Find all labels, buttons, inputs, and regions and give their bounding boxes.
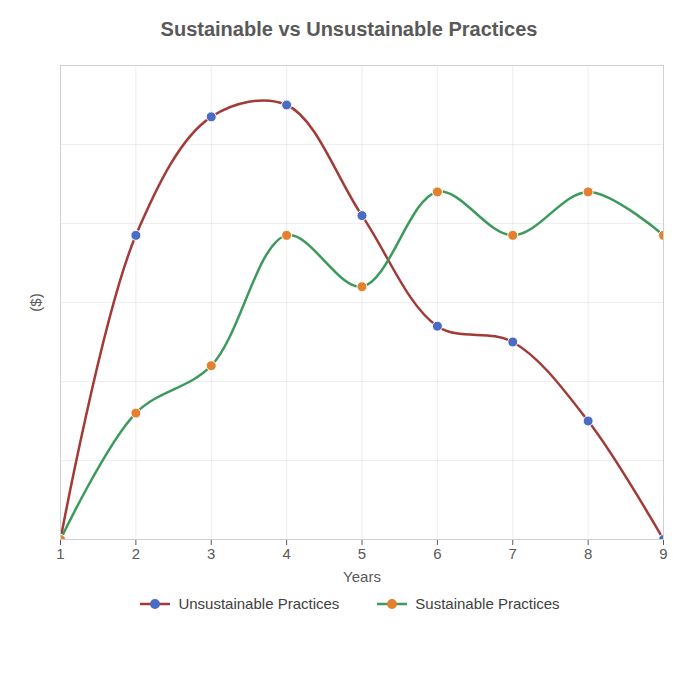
- svg-text:7: 7: [509, 545, 517, 562]
- svg-text:2: 2: [132, 545, 140, 562]
- html-text:Unsustainable Practices: Unsustainable Practices: [178, 595, 340, 612]
- svg-text:1: 1: [56, 545, 64, 562]
- svg-text:9: 9: [659, 545, 667, 562]
- svg-text:6: 6: [433, 545, 441, 562]
- svg-text:4: 4: [282, 545, 290, 562]
- svg-text:3: 3: [207, 545, 215, 562]
- svg-text:($): ($): [27, 293, 44, 311]
- html-text:Sustainable Practices: Sustainable Practices: [415, 595, 560, 612]
- svg-text:Years: Years: [343, 568, 381, 585]
- html-text:Sustainable vs Unsustainable P: Sustainable vs Unsustainable Practices: [160, 18, 538, 40]
- svg-text:5: 5: [358, 545, 366, 562]
- svg-text:8: 8: [584, 545, 592, 562]
